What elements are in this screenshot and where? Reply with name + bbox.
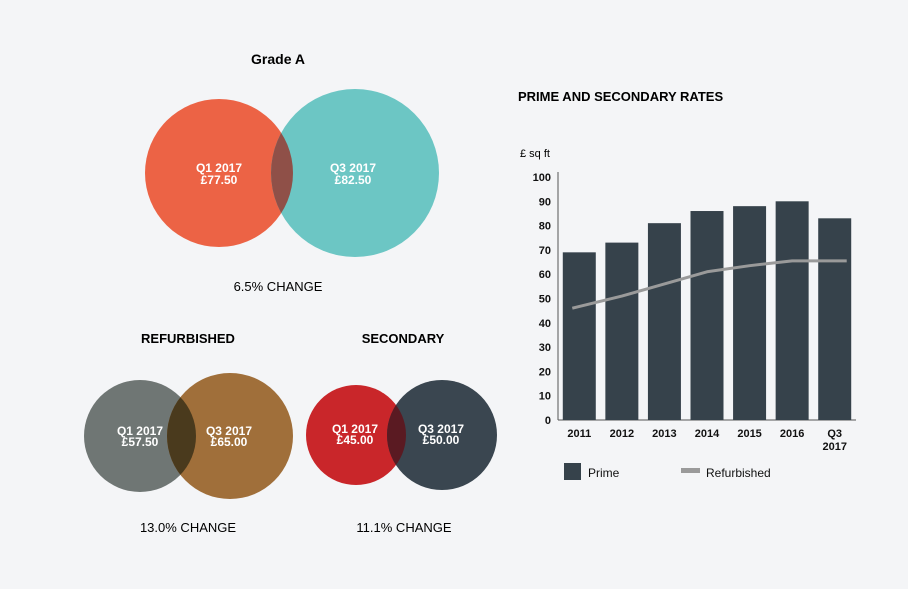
y-tick-label: 40: [539, 318, 551, 330]
y-tick-label: 30: [539, 342, 551, 354]
venn-grade-a-title: Grade A: [251, 51, 305, 67]
chart-legend: Prime Refurbished: [564, 463, 771, 480]
bar-prime-2013: [647, 223, 681, 420]
x-tick-label: 2012: [610, 428, 634, 440]
bar-prime-2014: [690, 211, 724, 420]
bar-prime-2011: [562, 252, 596, 420]
legend-prime-swatch: [564, 463, 581, 480]
venn-secondary-q1-circle: [306, 385, 406, 485]
venn-refurbished-change: 13.0% CHANGE: [140, 520, 236, 535]
chart-bars: [562, 201, 852, 420]
x-tick-label: Q3: [827, 428, 842, 440]
venn-secondary-change: 11.1% CHANGE: [356, 520, 451, 535]
venn-secondary: SECONDARY Q1 2017 £45.00 Q3 2017 £50.00 …: [306, 331, 497, 535]
venn-secondary-q1-value: £45.00: [337, 433, 374, 447]
venn-refurbished: REFURBISHED Q1 2017 £57.50 Q3 2017 £65.0…: [84, 331, 293, 535]
venn-grade-a-q1-circle: [145, 99, 293, 247]
venn-secondary-q1-period: Q1 2017: [332, 422, 378, 436]
venn-grade-a-change: 6.5% CHANGE: [234, 279, 323, 294]
venn-refurbished-q1-circle: [84, 380, 196, 492]
x-tick-label: 2011: [567, 428, 591, 440]
venn-secondary-q3-value: £50.00: [423, 433, 460, 447]
line-refurbished: [571, 259, 847, 310]
venn-grade-a-q1-period: Q1 2017: [196, 161, 242, 175]
rates-chart: PRIME AND SECONDARY RATES £ sq ft 0 10 20 3…: [518, 89, 856, 480]
legend-refurbished-swatch: [681, 468, 700, 473]
x-tick-label: 2014: [695, 428, 720, 440]
venn-secondary-title: SECONDARY: [362, 331, 445, 346]
venn-grade-a-q3-value: £82.50: [335, 173, 372, 187]
y-tick-label: 50: [539, 294, 551, 306]
venn-refurbished-q1-value: £57.50: [122, 435, 159, 449]
x-tick-label: 2013: [652, 428, 676, 440]
y-tick-label: 100: [533, 172, 551, 184]
venn-grade-a-q3-circle: [271, 89, 439, 257]
chart-ylabel: £ sq ft: [520, 148, 550, 160]
venn-secondary-q3-period: Q3 2017: [418, 422, 464, 436]
venn-grade-a: Grade A Q1 2017 £77.50 Q3 2017 £82.50 6.…: [145, 51, 439, 294]
chart-line-layer: [571, 259, 847, 310]
venn-grade-a-q1-value: £77.50: [201, 173, 238, 187]
x-tick-label: 2015: [737, 428, 761, 440]
chart-title: PRIME AND SECONDARY RATES: [518, 89, 723, 104]
venn-refurbished-title: REFURBISHED: [141, 331, 235, 346]
y-tick-label: 60: [539, 269, 551, 281]
y-tick-label: 70: [539, 245, 551, 257]
y-tick-label: 10: [539, 391, 551, 403]
venn-refurbished-q1-period: Q1 2017: [117, 424, 163, 438]
x-tick-label: 2017: [822, 441, 846, 453]
bar-prime-2015: [733, 206, 767, 420]
legend-prime-label: Prime: [588, 466, 620, 480]
y-tick-label: 90: [539, 196, 551, 208]
bar-prime-2012: [605, 242, 639, 420]
y-tick-label: 0: [545, 415, 551, 427]
legend-refurbished-label: Refurbished: [706, 466, 771, 480]
y-tick-label: 80: [539, 221, 551, 233]
venn-grade-a-q3-period: Q3 2017: [330, 161, 376, 175]
venn-refurbished-q3-period: Q3 2017: [206, 424, 252, 438]
venn-secondary-q3-circle: [387, 380, 497, 490]
venn-refurbished-q3-value: £65.00: [211, 435, 248, 449]
x-tick-label: 2016: [780, 428, 804, 440]
chart-y-ticks: 0 10 20 30 40 50 60 70 80 90 100: [533, 172, 551, 427]
bar-prime-2016: [775, 201, 809, 420]
bar-prime-Q3-2017: [818, 218, 852, 420]
venn-refurbished-q3-circle: [167, 373, 293, 499]
y-tick-label: 20: [539, 366, 551, 378]
